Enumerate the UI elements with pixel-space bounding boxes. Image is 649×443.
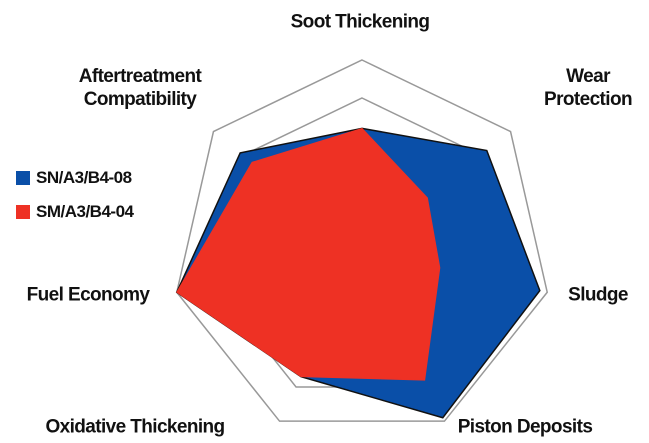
legend-swatch	[16, 205, 30, 219]
grid-ring	[175, 59, 549, 422]
axis-label: Sludge	[568, 284, 628, 306]
legend-item: SN/A3/B4-08	[16, 168, 132, 188]
legend-label: SN/A3/B4-08	[36, 168, 132, 187]
axis-label: Piston Deposits	[457, 416, 593, 438]
axis-label: Aftertreatment Compatibility	[78, 66, 202, 110]
axis-label: Oxidative Thickening	[45, 416, 225, 438]
series-area	[176, 127, 441, 381]
legend-swatch	[16, 171, 30, 185]
legend-label: SM/A3/B4-04	[36, 202, 134, 221]
axis-label: Soot Thickening	[290, 11, 430, 33]
axis-label: Wear Protection	[544, 66, 633, 110]
legend-item: SM/A3/B4-04	[16, 202, 134, 222]
axis-label: Fuel Economy	[26, 284, 150, 306]
